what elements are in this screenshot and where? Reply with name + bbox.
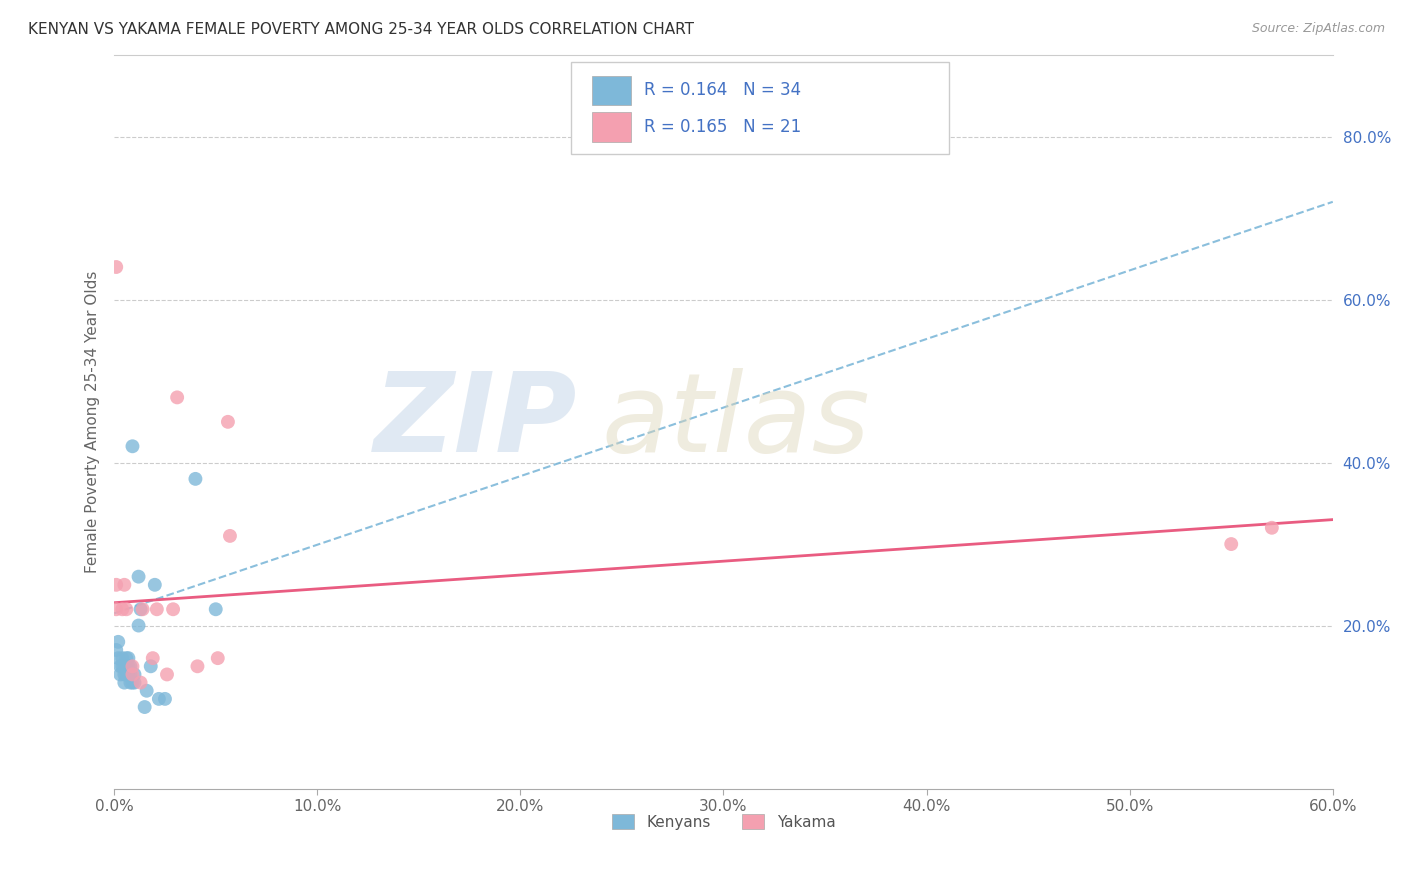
Point <box>128 569 150 583</box>
Point <box>105 578 128 592</box>
FancyBboxPatch shape <box>571 62 949 154</box>
Legend: Kenyans, Yakama: Kenyans, Yakama <box>606 807 842 836</box>
Point <box>139 659 162 673</box>
Point <box>142 651 165 665</box>
Point <box>111 602 134 616</box>
Point <box>117 667 139 681</box>
Point <box>107 651 129 665</box>
Point <box>162 602 184 616</box>
Point <box>219 529 242 543</box>
Point <box>204 602 226 616</box>
Point <box>128 618 150 632</box>
Point <box>129 602 152 616</box>
Point <box>107 635 129 649</box>
Point <box>112 578 135 592</box>
Text: Source: ZipAtlas.com: Source: ZipAtlas.com <box>1251 22 1385 36</box>
Point <box>121 675 143 690</box>
Point <box>1220 537 1243 551</box>
Point <box>129 675 152 690</box>
Point <box>117 659 139 673</box>
Point <box>1261 521 1284 535</box>
Bar <box>592 76 631 105</box>
Point <box>148 692 170 706</box>
Text: ZIP: ZIP <box>374 368 578 475</box>
Point <box>186 659 208 673</box>
Point <box>115 667 138 681</box>
Point <box>115 659 138 673</box>
Point <box>124 667 146 681</box>
Point <box>120 667 142 681</box>
Point <box>156 667 179 681</box>
Point <box>124 675 146 690</box>
Bar <box>592 112 631 142</box>
Point <box>112 659 135 673</box>
Text: R = 0.165   N = 21: R = 0.165 N = 21 <box>644 118 801 136</box>
Point <box>134 700 156 714</box>
Point <box>105 643 128 657</box>
Point <box>207 651 229 665</box>
Point <box>184 472 207 486</box>
Point <box>111 651 134 665</box>
Point <box>115 602 138 616</box>
Point <box>217 415 239 429</box>
Point <box>115 651 138 665</box>
Point <box>111 659 134 673</box>
Text: KENYAN VS YAKAMA FEMALE POVERTY AMONG 25-34 YEAR OLDS CORRELATION CHART: KENYAN VS YAKAMA FEMALE POVERTY AMONG 25… <box>28 22 695 37</box>
Point <box>143 578 166 592</box>
Point <box>146 602 169 616</box>
Point <box>117 651 139 665</box>
Point <box>166 391 188 405</box>
Point <box>153 692 176 706</box>
Point <box>110 659 132 673</box>
Point <box>105 602 128 616</box>
Y-axis label: Female Poverty Among 25-34 Year Olds: Female Poverty Among 25-34 Year Olds <box>86 270 100 573</box>
Point <box>121 439 143 453</box>
Point <box>120 659 142 673</box>
Point <box>121 667 143 681</box>
Point <box>120 675 142 690</box>
Point <box>131 602 153 616</box>
Point <box>121 659 143 673</box>
Point <box>112 667 135 681</box>
Text: R = 0.164   N = 34: R = 0.164 N = 34 <box>644 81 801 99</box>
Point <box>105 260 128 274</box>
Point <box>112 675 135 690</box>
Point <box>110 667 132 681</box>
Text: atlas: atlas <box>602 368 870 475</box>
Point <box>135 683 157 698</box>
